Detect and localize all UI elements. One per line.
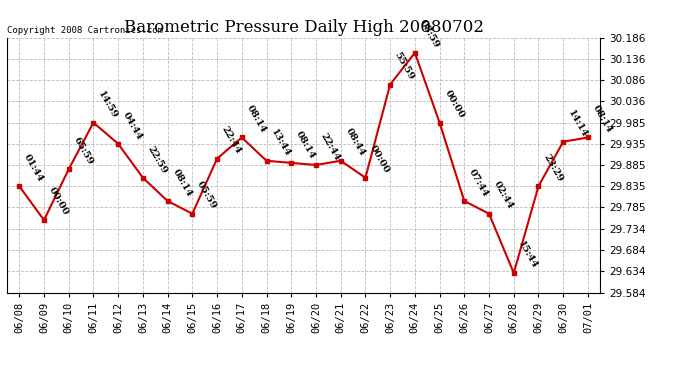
Text: 05:59: 05:59 (195, 180, 218, 211)
Text: 00:00: 00:00 (368, 144, 391, 175)
Text: 04:44: 04:44 (121, 110, 144, 141)
Text: 07:44: 07:44 (467, 167, 490, 198)
Text: 08:14: 08:14 (170, 167, 193, 198)
Text: 08:59: 08:59 (417, 19, 441, 50)
Text: 22:44: 22:44 (319, 131, 342, 162)
Text: 01:44: 01:44 (22, 153, 45, 183)
Text: 00:00: 00:00 (47, 186, 70, 217)
Text: 55:59: 55:59 (393, 51, 416, 82)
Text: 13:44: 13:44 (269, 127, 293, 158)
Text: 22:59: 22:59 (146, 144, 169, 175)
Title: Barometric Pressure Daily High 20080702: Barometric Pressure Daily High 20080702 (124, 19, 484, 36)
Text: 65:59: 65:59 (72, 135, 95, 166)
Text: Copyright 2008 Cartronics.com: Copyright 2008 Cartronics.com (7, 26, 163, 35)
Text: 08:14: 08:14 (294, 129, 317, 160)
Text: 15:44: 15:44 (517, 239, 540, 270)
Text: 22:44: 22:44 (220, 125, 243, 156)
Text: 00:00: 00:00 (442, 88, 466, 120)
Text: 14:14: 14:14 (566, 108, 589, 139)
Text: 08:44: 08:44 (344, 127, 366, 158)
Text: 08:14: 08:14 (244, 104, 268, 135)
Text: 14:59: 14:59 (96, 89, 119, 120)
Text: 08:14: 08:14 (591, 104, 614, 135)
Text: 23:29: 23:29 (541, 153, 564, 183)
Text: 02:44: 02:44 (492, 180, 515, 211)
